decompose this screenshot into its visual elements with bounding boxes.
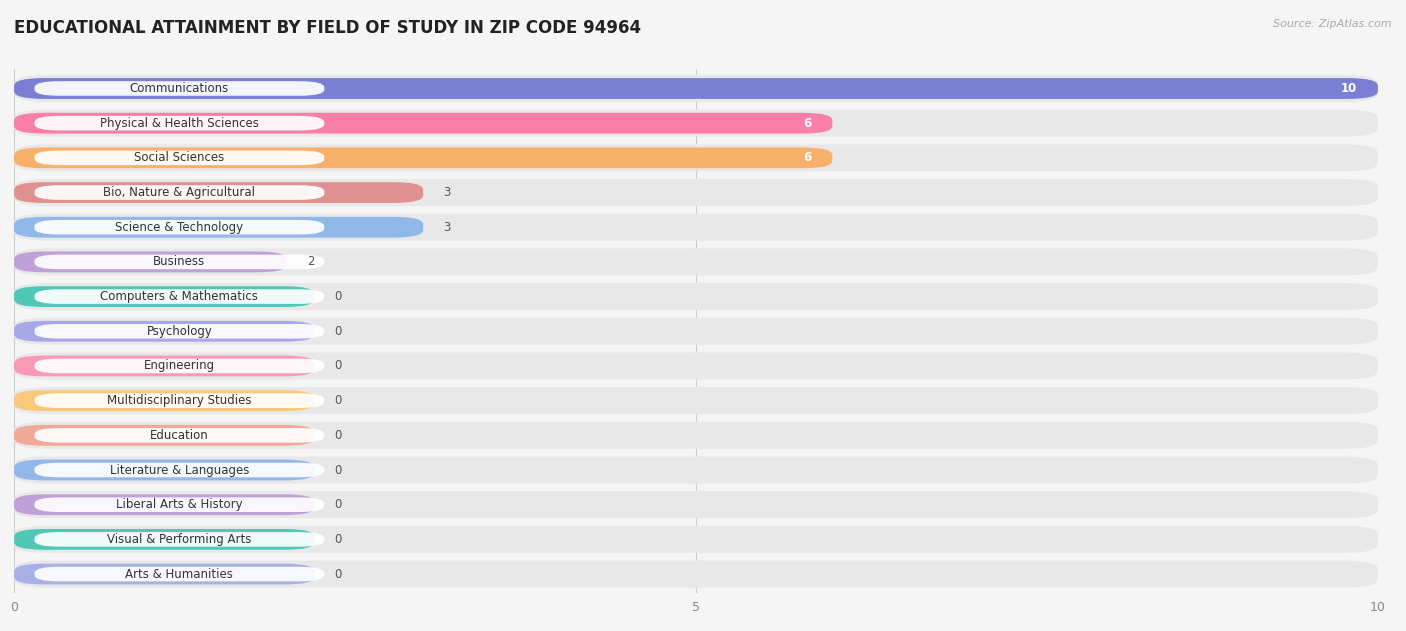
FancyBboxPatch shape bbox=[14, 321, 314, 341]
FancyBboxPatch shape bbox=[14, 459, 314, 480]
FancyBboxPatch shape bbox=[35, 567, 325, 581]
FancyBboxPatch shape bbox=[14, 387, 1378, 414]
FancyBboxPatch shape bbox=[14, 182, 423, 203]
Text: 0: 0 bbox=[335, 290, 342, 303]
FancyBboxPatch shape bbox=[14, 390, 314, 411]
FancyBboxPatch shape bbox=[14, 113, 832, 134]
Text: 3: 3 bbox=[444, 221, 451, 233]
Text: 0: 0 bbox=[335, 394, 342, 407]
FancyBboxPatch shape bbox=[14, 425, 314, 445]
Text: Education: Education bbox=[150, 429, 209, 442]
FancyBboxPatch shape bbox=[14, 286, 314, 307]
FancyBboxPatch shape bbox=[14, 179, 1378, 206]
FancyBboxPatch shape bbox=[14, 355, 314, 376]
FancyBboxPatch shape bbox=[14, 491, 1378, 518]
FancyBboxPatch shape bbox=[35, 255, 325, 269]
FancyBboxPatch shape bbox=[14, 456, 1378, 483]
Text: 3: 3 bbox=[444, 186, 451, 199]
FancyBboxPatch shape bbox=[35, 393, 325, 408]
FancyBboxPatch shape bbox=[14, 144, 1378, 172]
FancyBboxPatch shape bbox=[35, 289, 325, 304]
FancyBboxPatch shape bbox=[35, 81, 325, 96]
FancyBboxPatch shape bbox=[14, 252, 287, 273]
FancyBboxPatch shape bbox=[14, 249, 1378, 276]
Text: Science & Technology: Science & Technology bbox=[115, 221, 243, 233]
FancyBboxPatch shape bbox=[35, 463, 325, 477]
FancyBboxPatch shape bbox=[14, 353, 1378, 379]
Text: Source: ZipAtlas.com: Source: ZipAtlas.com bbox=[1274, 19, 1392, 29]
Text: 0: 0 bbox=[335, 567, 342, 581]
Text: 6: 6 bbox=[804, 117, 811, 129]
FancyBboxPatch shape bbox=[35, 358, 325, 374]
FancyBboxPatch shape bbox=[35, 116, 325, 131]
FancyBboxPatch shape bbox=[35, 428, 325, 442]
FancyBboxPatch shape bbox=[35, 220, 325, 235]
Text: 0: 0 bbox=[335, 498, 342, 511]
Text: Liberal Arts & History: Liberal Arts & History bbox=[117, 498, 243, 511]
FancyBboxPatch shape bbox=[14, 526, 1378, 553]
FancyBboxPatch shape bbox=[14, 110, 1378, 137]
Text: 0: 0 bbox=[335, 325, 342, 338]
Text: Literature & Languages: Literature & Languages bbox=[110, 464, 249, 476]
FancyBboxPatch shape bbox=[14, 494, 314, 515]
FancyBboxPatch shape bbox=[35, 324, 325, 339]
FancyBboxPatch shape bbox=[14, 283, 1378, 310]
Text: 10: 10 bbox=[1341, 82, 1357, 95]
Text: Communications: Communications bbox=[129, 82, 229, 95]
Text: Social Sciences: Social Sciences bbox=[135, 151, 225, 164]
FancyBboxPatch shape bbox=[35, 151, 325, 165]
FancyBboxPatch shape bbox=[14, 78, 1378, 99]
Text: Psychology: Psychology bbox=[146, 325, 212, 338]
Text: 0: 0 bbox=[335, 533, 342, 546]
Text: 0: 0 bbox=[335, 429, 342, 442]
Text: Multidisciplinary Studies: Multidisciplinary Studies bbox=[107, 394, 252, 407]
Text: Engineering: Engineering bbox=[143, 360, 215, 372]
Text: EDUCATIONAL ATTAINMENT BY FIELD OF STUDY IN ZIP CODE 94964: EDUCATIONAL ATTAINMENT BY FIELD OF STUDY… bbox=[14, 19, 641, 37]
Text: Visual & Performing Arts: Visual & Performing Arts bbox=[107, 533, 252, 546]
FancyBboxPatch shape bbox=[14, 148, 832, 168]
FancyBboxPatch shape bbox=[14, 560, 1378, 587]
FancyBboxPatch shape bbox=[35, 186, 325, 200]
FancyBboxPatch shape bbox=[14, 217, 423, 238]
Text: Bio, Nature & Agricultural: Bio, Nature & Agricultural bbox=[104, 186, 256, 199]
Text: 2: 2 bbox=[308, 256, 315, 268]
FancyBboxPatch shape bbox=[14, 318, 1378, 345]
Text: Computers & Mathematics: Computers & Mathematics bbox=[100, 290, 259, 303]
FancyBboxPatch shape bbox=[35, 497, 325, 512]
FancyBboxPatch shape bbox=[14, 75, 1378, 102]
Text: 6: 6 bbox=[804, 151, 811, 164]
FancyBboxPatch shape bbox=[14, 422, 1378, 449]
Text: Business: Business bbox=[153, 256, 205, 268]
FancyBboxPatch shape bbox=[35, 532, 325, 546]
Text: 0: 0 bbox=[335, 464, 342, 476]
FancyBboxPatch shape bbox=[14, 529, 314, 550]
Text: 0: 0 bbox=[335, 360, 342, 372]
FancyBboxPatch shape bbox=[14, 563, 314, 584]
Text: Arts & Humanities: Arts & Humanities bbox=[125, 567, 233, 581]
Text: Physical & Health Sciences: Physical & Health Sciences bbox=[100, 117, 259, 129]
FancyBboxPatch shape bbox=[14, 214, 1378, 241]
